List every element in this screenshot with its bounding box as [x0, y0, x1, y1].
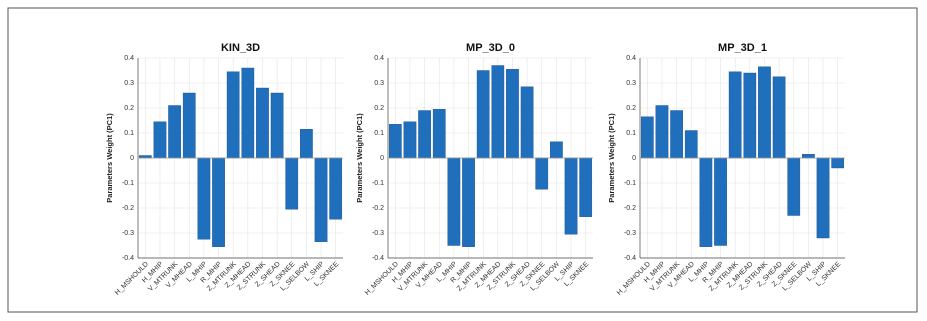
bar — [168, 105, 181, 159]
bar — [506, 69, 519, 159]
bar — [655, 105, 669, 159]
chart: MP_3D_1 Parameters Weight (PC1) -0.4 -0.3 -0… — [607, 42, 845, 297]
bar — [212, 157, 225, 247]
bar — [640, 116, 654, 159]
y-tick-label: 0.3 — [374, 80, 384, 87]
y-tick-label: -0.2 — [624, 205, 636, 212]
y-tick-label: -0.3 — [624, 230, 636, 237]
y-tick-label: 0.1 — [626, 130, 636, 137]
bar — [403, 121, 417, 159]
bar — [728, 71, 742, 159]
y-tick-label: -0.2 — [372, 205, 384, 212]
chart-title: MP_3D_1 — [718, 42, 767, 54]
y-tick-label: -0.4 — [624, 255, 636, 262]
bar — [314, 157, 328, 242]
bar — [550, 141, 563, 159]
bar — [285, 157, 299, 210]
bar — [579, 157, 593, 217]
y-tick-label: 0.1 — [124, 130, 134, 137]
y-tick-label: 0.3 — [626, 80, 636, 87]
bar — [388, 124, 402, 159]
bar — [418, 110, 431, 159]
y-tick-label: 0.4 — [626, 55, 636, 62]
bar — [329, 157, 343, 220]
y-tick-label: 0.2 — [374, 105, 384, 112]
bar — [226, 71, 240, 159]
y-tick-label: -0.1 — [122, 180, 134, 187]
y-tick-label: 0 — [130, 155, 134, 162]
bar — [270, 92, 284, 159]
y-tick-label: 0.1 — [374, 130, 384, 137]
bar — [197, 157, 211, 240]
chart: KIN_3D Parameters Weight (PC1) -0.4 -0.3 -0.… — [105, 42, 343, 297]
y-tick-label: 0 — [380, 155, 384, 162]
bar — [787, 157, 801, 216]
y-tick-label: -0.1 — [372, 180, 384, 187]
bar — [564, 157, 578, 235]
bar — [476, 70, 490, 159]
bar — [520, 86, 534, 159]
bar — [670, 110, 683, 159]
y-axis-label: Parameters Weight (PC1) — [607, 113, 616, 203]
y-tick-label: -0.4 — [372, 255, 384, 262]
y-tick-label: -0.1 — [624, 180, 636, 187]
bar — [153, 121, 167, 159]
y-tick-label: 0.3 — [124, 80, 134, 87]
bar — [816, 157, 830, 239]
bar — [447, 157, 461, 246]
bar — [300, 129, 313, 159]
bar — [802, 154, 815, 159]
bar — [241, 67, 255, 159]
y-tick-label: -0.3 — [122, 230, 134, 237]
bar — [182, 92, 196, 159]
bar — [491, 65, 505, 159]
bar — [535, 157, 549, 190]
bar — [432, 109, 446, 159]
bar — [714, 157, 727, 246]
bar — [772, 76, 786, 159]
y-tick-label: 0.2 — [626, 105, 636, 112]
chart-title: MP_3D_0 — [466, 42, 515, 54]
y-tick-label: -0.4 — [122, 255, 134, 262]
y-tick-label: 0 — [632, 155, 636, 162]
bar — [743, 72, 757, 159]
y-tick-label: 0.2 — [124, 105, 134, 112]
y-tick-label: 0.4 — [374, 55, 384, 62]
y-axis-label: Parameters Weight (PC1) — [105, 113, 114, 203]
bar — [256, 87, 269, 159]
bar — [758, 66, 771, 159]
y-tick-label: -0.2 — [122, 205, 134, 212]
chart-title: KIN_3D — [221, 42, 260, 54]
bar — [684, 130, 698, 159]
y-axis-label: Parameters Weight (PC1) — [355, 113, 364, 203]
y-tick-label: 0.4 — [124, 55, 134, 62]
y-tick-label: -0.3 — [372, 230, 384, 237]
bar — [462, 157, 475, 247]
bar — [831, 157, 845, 169]
bar — [699, 157, 713, 247]
